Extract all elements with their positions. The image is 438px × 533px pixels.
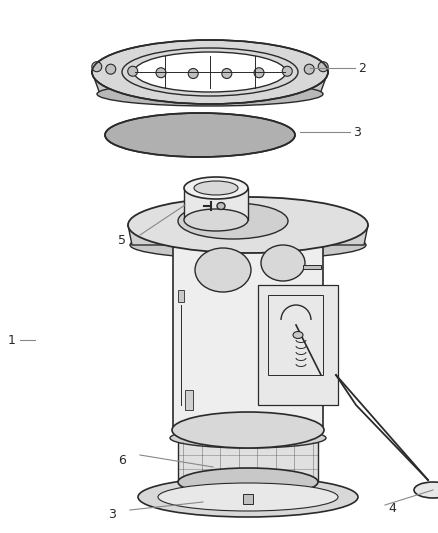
- Ellipse shape: [97, 82, 323, 106]
- Bar: [185, 390, 193, 410]
- Text: 6: 6: [118, 454, 126, 466]
- Text: 3: 3: [108, 508, 116, 521]
- Ellipse shape: [178, 468, 318, 496]
- Ellipse shape: [128, 66, 138, 76]
- Ellipse shape: [194, 181, 238, 195]
- Ellipse shape: [113, 116, 287, 154]
- Bar: [243, 494, 253, 504]
- Ellipse shape: [318, 62, 328, 72]
- Text: 4: 4: [388, 502, 396, 514]
- Ellipse shape: [128, 197, 368, 253]
- Polygon shape: [128, 225, 368, 245]
- Text: 1: 1: [8, 334, 16, 346]
- Ellipse shape: [92, 76, 328, 104]
- Ellipse shape: [304, 64, 314, 74]
- Ellipse shape: [184, 177, 248, 199]
- Bar: [173, 245, 323, 430]
- Polygon shape: [92, 72, 328, 94]
- Ellipse shape: [178, 203, 288, 239]
- Bar: [178, 290, 184, 302]
- Bar: [303, 265, 321, 269]
- Ellipse shape: [293, 332, 303, 338]
- Ellipse shape: [92, 40, 328, 104]
- Ellipse shape: [138, 495, 358, 515]
- Ellipse shape: [135, 122, 265, 148]
- Ellipse shape: [188, 69, 198, 78]
- Polygon shape: [178, 442, 318, 482]
- Ellipse shape: [254, 68, 264, 78]
- Polygon shape: [184, 188, 248, 220]
- Ellipse shape: [172, 412, 324, 448]
- Text: 3: 3: [353, 125, 361, 139]
- Ellipse shape: [123, 119, 277, 151]
- Ellipse shape: [138, 477, 358, 517]
- Ellipse shape: [222, 69, 232, 78]
- Ellipse shape: [282, 66, 292, 76]
- Text: 5: 5: [118, 233, 126, 246]
- Ellipse shape: [105, 135, 295, 155]
- Bar: [35, 155, 413, 523]
- Ellipse shape: [261, 245, 305, 281]
- Ellipse shape: [156, 68, 166, 78]
- Ellipse shape: [92, 62, 102, 72]
- Bar: [268, 295, 323, 375]
- Ellipse shape: [106, 64, 116, 74]
- Ellipse shape: [217, 203, 225, 209]
- Bar: [258, 285, 338, 405]
- Ellipse shape: [170, 428, 326, 448]
- Ellipse shape: [195, 248, 251, 292]
- Ellipse shape: [105, 113, 295, 157]
- Ellipse shape: [184, 209, 248, 231]
- Ellipse shape: [130, 231, 366, 259]
- Ellipse shape: [414, 482, 438, 498]
- Text: 2: 2: [358, 61, 366, 75]
- Ellipse shape: [134, 52, 286, 92]
- Ellipse shape: [158, 483, 338, 511]
